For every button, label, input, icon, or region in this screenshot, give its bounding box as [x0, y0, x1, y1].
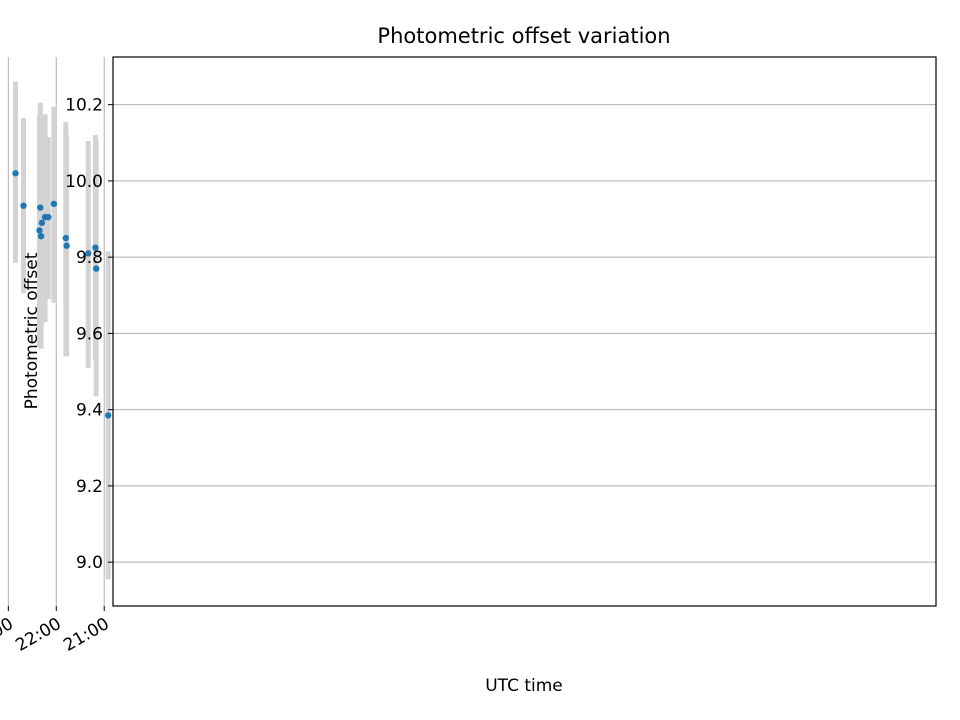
data-point [38, 219, 46, 227]
data-point [36, 227, 43, 234]
y-tick-label: 9.8 [76, 248, 103, 268]
data-point [62, 234, 70, 242]
y-axis-label: Photometric offset [22, 252, 42, 409]
data-point [37, 204, 44, 211]
chart-title: Photometric offset variation [377, 24, 670, 48]
data-point [93, 265, 100, 272]
data-point [37, 232, 45, 240]
y-tick-label: 9.0 [76, 553, 103, 573]
y-tick-label: 9.4 [76, 401, 103, 421]
y-tick-label: 9.2 [76, 477, 103, 497]
plot-frame [112, 56, 937, 607]
data-point [50, 200, 58, 207]
data-point [63, 242, 70, 249]
y-axis: 9.0 9.2 9.4 9.6 9.8 10.0 10.2 [65, 96, 113, 573]
data-point [105, 412, 112, 419]
data-points [12, 170, 112, 419]
y-tick-label: 9.6 [76, 324, 103, 344]
y-tick-label: 10.0 [65, 172, 103, 192]
data-point [41, 213, 49, 221]
y-tick-label: 10.2 [65, 96, 103, 116]
data-point [12, 170, 19, 177]
data-point [85, 250, 92, 257]
x-axis-label: UTC time [485, 676, 563, 696]
data-point [92, 244, 99, 251]
data-point [20, 202, 27, 209]
